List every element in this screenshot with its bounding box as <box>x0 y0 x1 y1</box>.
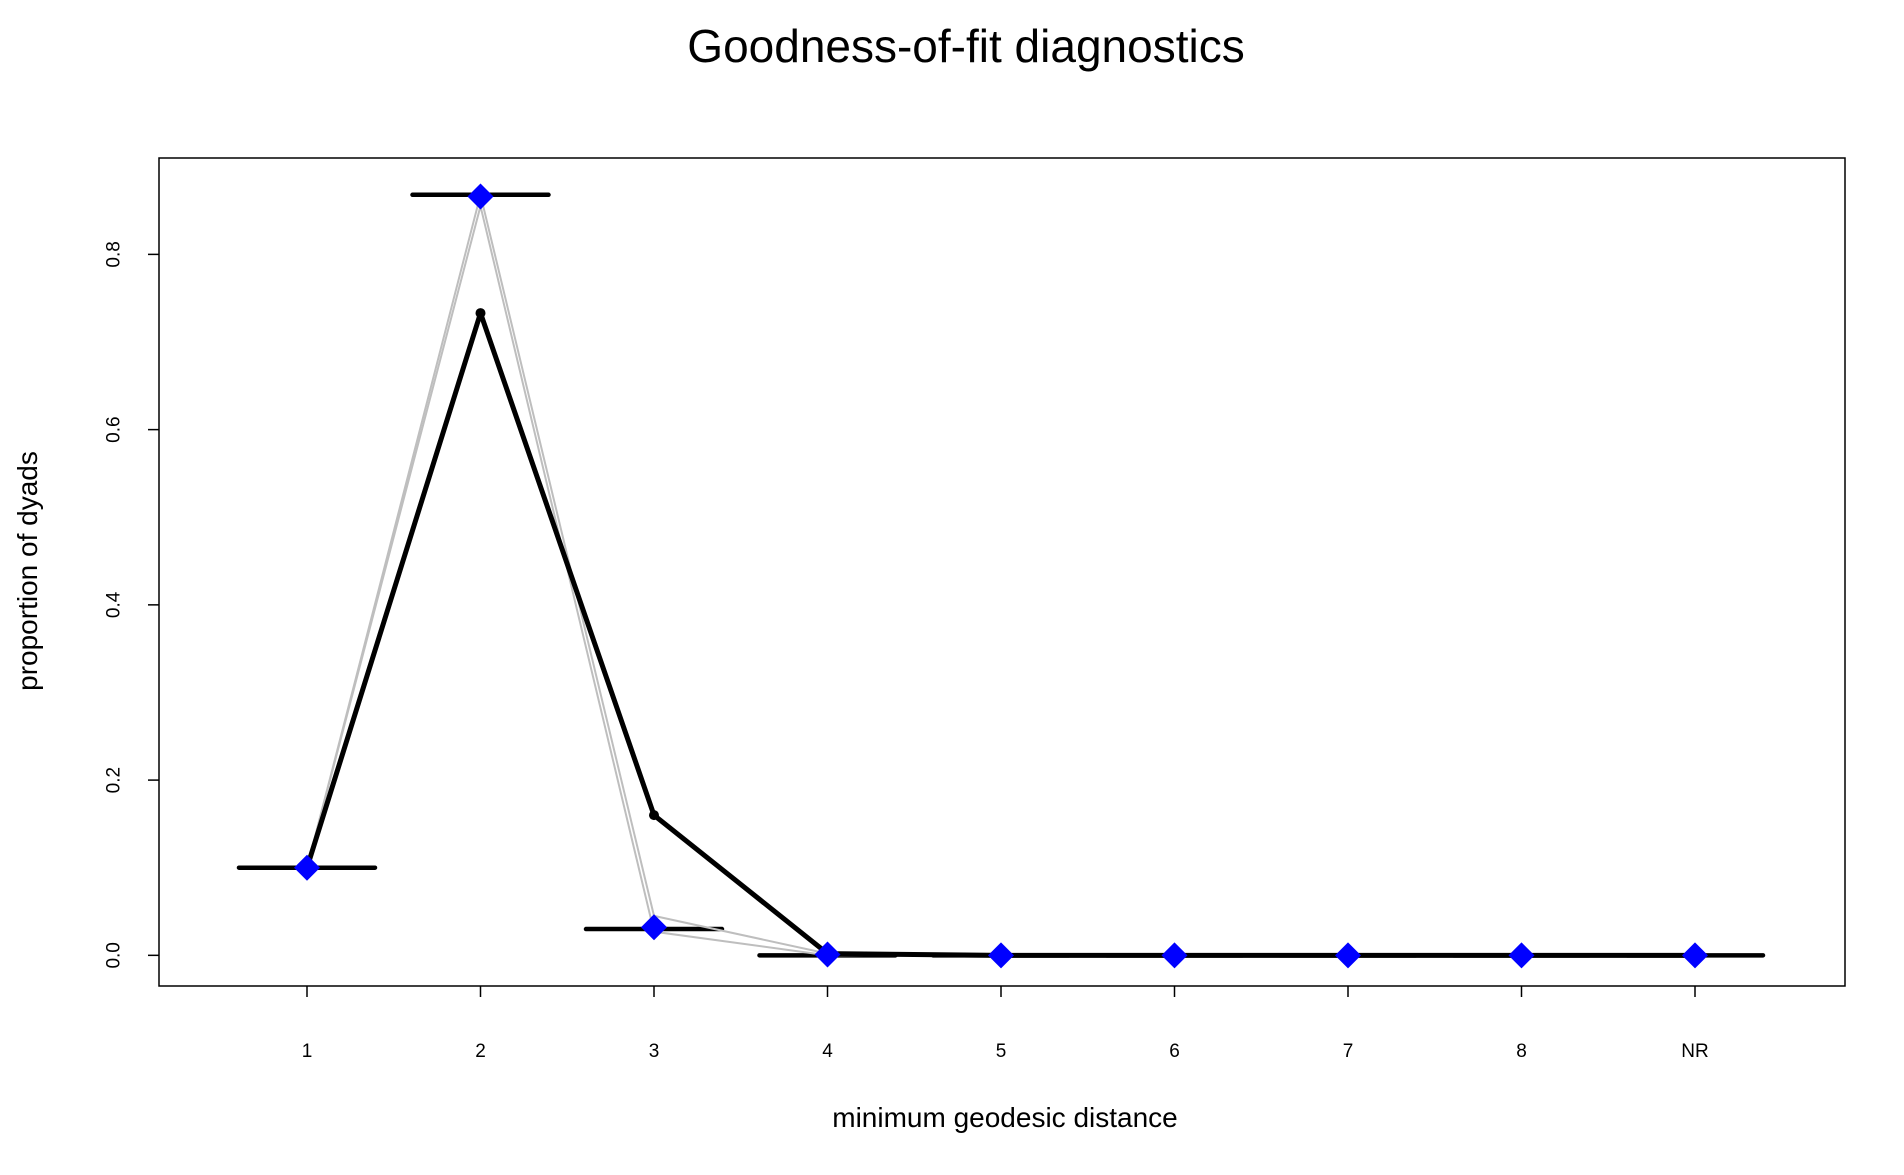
simulated-mean-point <box>1508 942 1535 969</box>
chart-title: Goodness-of-fit diagnostics <box>687 20 1244 72</box>
simulated-mean-point <box>467 183 494 210</box>
x-tick-label: 7 <box>1343 1041 1354 1062</box>
y-axis: 0.0 0.2 0.4 0.6 0.8 <box>104 241 159 969</box>
simulation-range-line <box>306 205 1695 957</box>
simulated-mean-point <box>641 914 667 941</box>
x-tick-label: 2 <box>475 1041 486 1062</box>
observed-line <box>304 310 1695 958</box>
y-tick-label: 0.6 <box>104 416 125 442</box>
x-tick-label: 4 <box>822 1041 833 1062</box>
x-tick-label: 1 <box>302 1041 313 1062</box>
simulation-range-line <box>306 194 1695 957</box>
y-tick-label: 0.0 <box>104 942 125 968</box>
simulation-boxplots <box>236 192 1766 958</box>
simulated-mean-point <box>294 854 320 881</box>
x-axis: 1 2 3 4 5 6 7 8 NR <box>302 986 1709 1062</box>
x-tick-label: 3 <box>649 1041 660 1062</box>
y-tick-label: 0.4 <box>104 591 125 618</box>
y-tick-label: 0.8 <box>104 241 125 267</box>
simulated-mean-series <box>294 183 1708 969</box>
y-tick-label: 0.2 <box>104 767 125 793</box>
simulated-mean-point <box>1335 942 1361 969</box>
x-tick-label: 8 <box>1516 1041 1527 1062</box>
observed-series <box>302 308 1700 961</box>
simulation-range-lines <box>306 194 1695 957</box>
simulated-mean-point <box>1682 942 1708 969</box>
x-tick-label: 6 <box>1169 1041 1180 1062</box>
simulated-mean-point <box>1161 942 1188 969</box>
x-axis-label: minimum geodesic distance <box>832 1102 1178 1133</box>
y-axis-label: proportion of dyads <box>12 451 43 691</box>
x-tick-label: 5 <box>996 1041 1007 1062</box>
simulated-mean-point <box>814 941 841 968</box>
observed-point <box>649 810 659 821</box>
plot-frame <box>158 157 1846 987</box>
observed-point <box>475 308 486 319</box>
simulated-mean-point <box>988 942 1014 969</box>
x-tick-label: NR <box>1681 1041 1708 1062</box>
